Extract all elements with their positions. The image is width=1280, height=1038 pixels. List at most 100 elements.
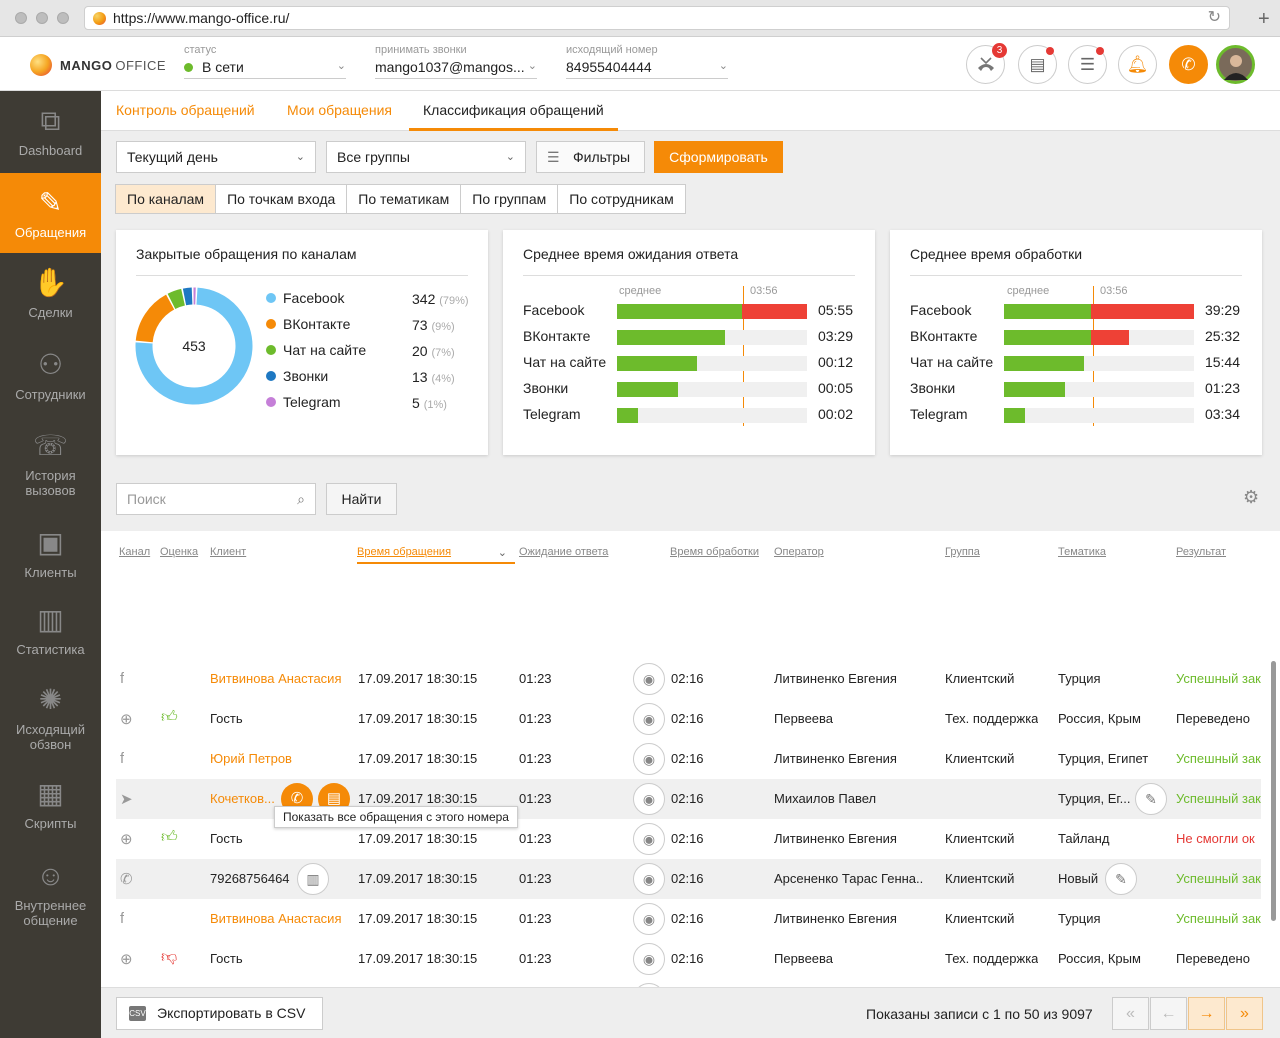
column-header-group[interactable]: Группа bbox=[945, 546, 980, 558]
table-row[interactable]: ⊕ 👎︎ Гость 17.09.2017 18:30:15 01:23 ◉ 0… bbox=[116, 939, 1261, 979]
status-field[interactable]: статус В сети ⌄ bbox=[184, 44, 346, 79]
segment-entry-points[interactable]: По точкам входа bbox=[215, 184, 348, 214]
legend-value: 342 (79%) bbox=[412, 291, 469, 307]
table-row[interactable]: ⊕ 👍︎ Гость 17.09.2017 18:30:15 01:23 ◉ 0… bbox=[116, 819, 1261, 859]
table-row[interactable]: f Юрий Петров 17.09.2017 18:30:15 01:23 … bbox=[116, 739, 1261, 779]
view-button[interactable]: ◉ bbox=[633, 783, 665, 815]
segment-topics[interactable]: По тематикам bbox=[346, 184, 462, 214]
prev-page-button[interactable]: ← bbox=[1150, 997, 1187, 1030]
tasks-button[interactable]: ▤ bbox=[1018, 45, 1057, 84]
client-name[interactable]: Витвинова Анастасия bbox=[210, 671, 342, 686]
table-row[interactable]: ➤ Кочетков... ✆ ▤ 17.09.2017 18:30:15 01:… bbox=[116, 779, 1261, 819]
client-name[interactable]: Юрий Петров bbox=[210, 751, 292, 766]
eye-icon: ◉ bbox=[642, 711, 656, 727]
edit-topic-button[interactable]: ✎ bbox=[1135, 783, 1167, 815]
tab-classification[interactable]: Классификация обращений bbox=[409, 91, 618, 131]
sidebar-item-scripts[interactable]: ▦ Скрипты bbox=[0, 764, 101, 844]
show-all-requests-button[interactable]: ▥ bbox=[297, 863, 329, 895]
column-header-client[interactable]: Клиент bbox=[210, 546, 247, 558]
table-row[interactable]: ⊕ 👍︎ Гость 17.09.2017 18:30:15 01:23 ◉ 0… bbox=[116, 699, 1261, 739]
view-button[interactable]: ◉ bbox=[633, 663, 665, 695]
window-close-button[interactable] bbox=[15, 12, 27, 24]
column-header-request-time[interactable]: Время обращения ⌄ bbox=[357, 546, 515, 564]
segment-employees[interactable]: По сотрудникам bbox=[557, 184, 686, 214]
mango-logo[interactable]: MANGO OFFICE bbox=[30, 53, 166, 77]
sidebar-item-requests[interactable]: ✎ Обращения bbox=[0, 173, 101, 253]
period-select[interactable]: Текущий день ⌄ bbox=[116, 141, 316, 173]
sidebar-item-label: Клиенты bbox=[24, 565, 77, 580]
groups-select[interactable]: Все группы ⌄ bbox=[326, 141, 526, 173]
edit-topic-button[interactable]: ✎ bbox=[1105, 863, 1137, 895]
bar-label: Чат на сайте bbox=[910, 354, 994, 370]
window-zoom-button[interactable] bbox=[57, 12, 69, 24]
bar-green bbox=[617, 356, 697, 371]
avg-label: среднее bbox=[1007, 285, 1050, 297]
grouping-segments: По каналам По точкам входа По тематикам … bbox=[115, 184, 686, 214]
outgoing-number-value: 84955404444 bbox=[566, 59, 652, 75]
sidebar-item-deals[interactable]: ✋ Сделки bbox=[0, 253, 101, 333]
view-button[interactable]: ◉ bbox=[633, 743, 665, 775]
view-button[interactable]: ◉ bbox=[633, 943, 665, 975]
sidebar-item-employees[interactable]: ⚇ Сотрудники bbox=[0, 335, 101, 415]
tab-my-requests[interactable]: Мои обращения bbox=[287, 102, 392, 118]
column-header-operator[interactable]: Оператор bbox=[774, 546, 824, 558]
legend-value: 13 (4%) bbox=[412, 369, 455, 385]
view-button[interactable]: ◉ bbox=[633, 823, 665, 855]
build-report-button[interactable]: Сформировать bbox=[654, 141, 783, 173]
missed-calls-button[interactable]: 3 bbox=[966, 43, 1007, 84]
notifications-button[interactable]: 🔔︎ bbox=[1118, 45, 1157, 84]
legend-item: Чат на сайте bbox=[266, 342, 366, 358]
filters-button[interactable]: ☰ Фильтры bbox=[536, 141, 645, 173]
column-header-processing[interactable]: Время обработки bbox=[670, 546, 759, 558]
client-name[interactable]: Кочетков... bbox=[210, 791, 275, 806]
segment-groups[interactable]: По группам bbox=[460, 184, 559, 214]
outgoing-number-field[interactable]: исходящий номер 84955404444 ⌄ bbox=[566, 44, 728, 79]
legend-item: Звонки bbox=[266, 368, 328, 384]
receive-calls-field[interactable]: принимать звонки mango1037@mangos... ⌄ bbox=[375, 44, 537, 79]
column-header-rating[interactable]: Оценка bbox=[160, 546, 199, 558]
find-button[interactable]: Найти bbox=[326, 483, 397, 515]
chevron-down-icon: ⌄ bbox=[718, 60, 728, 72]
user-avatar[interactable] bbox=[1216, 45, 1255, 84]
column-header-wait[interactable]: Ожидание ответа bbox=[519, 546, 609, 558]
sidebar-item-call-history[interactable]: ☏ История вызовов bbox=[0, 416, 101, 498]
view-button[interactable]: ◉ bbox=[633, 863, 665, 895]
client-name[interactable]: Витвинова Анастасия bbox=[210, 911, 342, 926]
bar-green bbox=[1004, 382, 1065, 397]
column-header-channel[interactable]: Канал bbox=[119, 546, 151, 558]
reload-icon[interactable]: ↻ bbox=[1207, 9, 1221, 26]
pencil-icon: ✎ bbox=[1145, 791, 1157, 807]
column-header-result[interactable]: Результат bbox=[1176, 546, 1227, 558]
tab-control[interactable]: Контроль обращений bbox=[116, 102, 255, 118]
next-page-button[interactable]: → bbox=[1188, 997, 1225, 1030]
sidebar-item-statistics[interactable]: ▥ Статистика bbox=[0, 590, 101, 670]
view-button[interactable]: ◉ bbox=[633, 703, 665, 735]
table-scrollbar[interactable] bbox=[1271, 661, 1276, 921]
search-icon[interactable]: ⌕ bbox=[297, 491, 305, 507]
table-row[interactable]: ✆ 79268756464 ▥ 17.09.2017 18:30:15 01:2… bbox=[116, 859, 1261, 899]
call-button[interactable]: ✆ bbox=[1169, 45, 1208, 84]
last-page-button[interactable]: » bbox=[1226, 997, 1263, 1030]
search-input[interactable]: Поиск ⌕ bbox=[116, 483, 316, 515]
table-row[interactable]: f Юрий Петров 17.09.2017 18:30:15 01:23 … bbox=[116, 979, 1261, 987]
gear-icon[interactable]: ⚙ bbox=[1243, 487, 1260, 507]
operator-name: Михаилов Павел bbox=[774, 791, 877, 806]
sidebar-item-internal-chat[interactable]: ☺ Внутреннее общение bbox=[0, 846, 101, 928]
window-minimize-button[interactable] bbox=[36, 12, 48, 24]
sidebar-item-dashboard[interactable]: ⧉ Dashboard bbox=[0, 91, 101, 171]
address-bar[interactable]: https://www.mango-office.ru/ ↻ bbox=[84, 6, 1230, 30]
sidebar-item-clients[interactable]: ▣ Клиенты bbox=[0, 513, 101, 593]
table-row[interactable]: f Витвинова Анастасия 17.09.2017 18:30:1… bbox=[116, 899, 1261, 939]
table-row[interactable]: f Витвинова Анастасия 17.09.2017 18:30:1… bbox=[116, 659, 1261, 699]
servers-button[interactable]: ☰ bbox=[1068, 45, 1107, 84]
export-csv-button[interactable]: CSV Экспортировать в CSV bbox=[116, 997, 323, 1030]
sidebar-item-label: Статистика bbox=[16, 642, 85, 657]
view-button[interactable]: ◉ bbox=[633, 903, 665, 935]
sidebar-item-outgoing[interactable]: ✺ Исходящий обзвон bbox=[0, 670, 101, 752]
column-header-topic[interactable]: Тематика bbox=[1058, 546, 1107, 558]
first-page-button[interactable]: « bbox=[1112, 997, 1149, 1030]
segment-channels[interactable]: По каналам bbox=[115, 184, 217, 214]
new-tab-icon[interactable]: + bbox=[1258, 8, 1270, 30]
avg-time-label: 03:56 bbox=[750, 285, 778, 297]
sidebar-item-label: История вызовов bbox=[25, 468, 76, 498]
